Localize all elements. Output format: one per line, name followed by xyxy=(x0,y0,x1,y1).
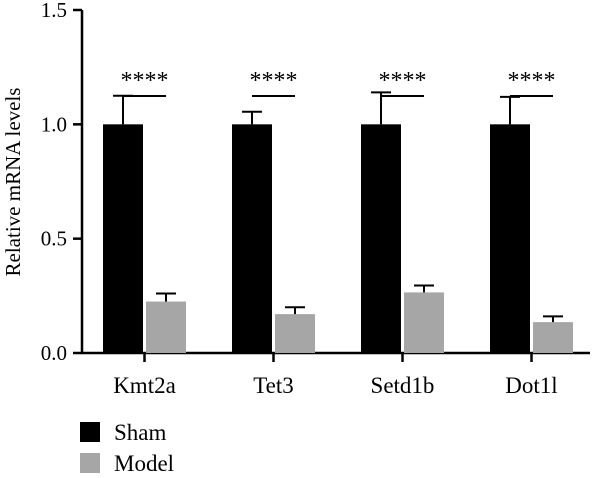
x-tick-label: Tet3 xyxy=(253,373,294,398)
legend-label-model: Model xyxy=(114,451,174,473)
legend-swatch-sham xyxy=(80,422,100,442)
significance-label: **** xyxy=(250,68,298,94)
significance-label: **** xyxy=(379,68,427,94)
sham-bar xyxy=(103,124,143,353)
y-axis-label: Relative mRNA levels xyxy=(1,88,25,277)
x-tick-label: Setd1b xyxy=(371,373,435,398)
sham-bar xyxy=(232,124,272,353)
x-tick-label: Kmt2a xyxy=(113,373,176,398)
x-tick-label: Dot1l xyxy=(505,373,557,398)
model-bar xyxy=(146,301,186,353)
model-bar xyxy=(275,314,315,353)
y-tick-label: 0.5 xyxy=(41,227,67,251)
sham-bar xyxy=(361,124,401,353)
significance-label: **** xyxy=(121,68,169,94)
sham-bar xyxy=(490,124,530,353)
legend-label-sham: Sham xyxy=(114,420,167,445)
y-tick-label: 0.0 xyxy=(41,341,67,365)
y-tick-label: 1.5 xyxy=(41,0,67,22)
plot-area: 0.0 0.5 1.0 1.5 **** Kmt2a **** Tet3 **** Setd1b *… xyxy=(41,0,590,398)
y-tick-label: 1.0 xyxy=(41,112,67,136)
legend: Sham Model xyxy=(80,420,174,476)
model-bar xyxy=(533,322,573,353)
legend-swatch-model xyxy=(80,453,100,473)
model-bar xyxy=(404,292,444,353)
significance-label: **** xyxy=(508,68,556,94)
